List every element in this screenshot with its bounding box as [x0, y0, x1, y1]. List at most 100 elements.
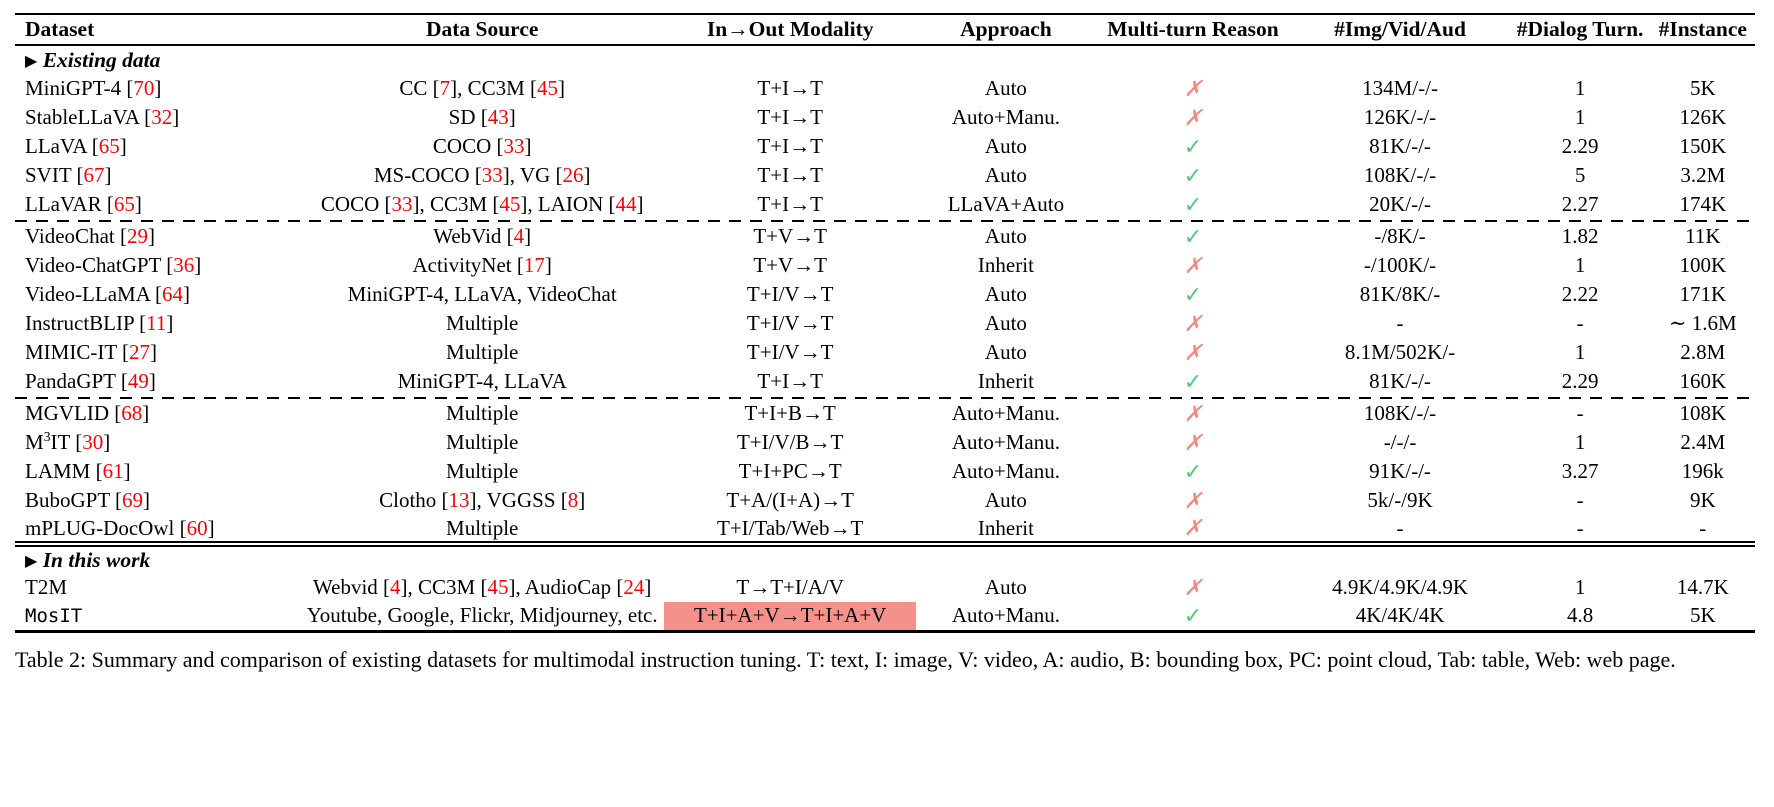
citation-number: 67 [83, 163, 105, 187]
table-row: PandaGPT [49] MiniGPT-4, LLaVA T+I→T Inheri… [15, 367, 1755, 396]
check-icon: ✓ [1183, 368, 1203, 394]
cross-icon: ✗ [1183, 574, 1203, 600]
multiturn-cell: ✓ [1096, 132, 1291, 161]
check-icon: ✓ [1183, 133, 1203, 159]
imgvidaud-cell: -/8K/- [1374, 224, 1426, 248]
modality-cell: T→T+I/A/V [736, 575, 844, 599]
cross-icon: ✗ [1183, 310, 1203, 336]
multiturn-cell: ✓ [1096, 457, 1291, 486]
cross-icon: ✗ [1183, 429, 1203, 455]
imgvidaud-cell: 5k/-/9K [1367, 488, 1433, 512]
dialogturn-cell: - [1576, 488, 1584, 512]
check-icon: ✓ [1183, 458, 1203, 484]
instance-cell: 9K [1689, 488, 1716, 512]
dataset-cell: T2M [25, 575, 67, 599]
dialogturn-cell: 2.29 [1561, 369, 1599, 393]
modality-cell: T+I→T [757, 76, 823, 100]
source-cell: Multiple [446, 515, 519, 540]
approach-cell: Auto [984, 163, 1027, 187]
source-cell: Multiple [446, 430, 519, 454]
approach-cell: Auto [984, 340, 1027, 364]
section-row: ▶ In this work [15, 541, 1755, 573]
check-icon: ✓ [1183, 191, 1203, 217]
source-cell: WebVid [4] [433, 224, 532, 248]
approach-cell: Auto [984, 134, 1027, 158]
dialogturn-cell: 2.29 [1561, 134, 1599, 158]
instance-cell: ∼ 1.6M [1668, 311, 1737, 335]
approach-cell: Auto [984, 76, 1027, 100]
section-marker-icon: ▶ [25, 52, 38, 70]
citation-number: 11 [146, 311, 167, 335]
imgvidaud-cell: - [1396, 515, 1404, 540]
multiturn-cell: ✓ [1096, 280, 1291, 309]
dataset-cell: Video-LLaMA [64] [25, 282, 190, 306]
multiturn-cell: ✗ [1096, 103, 1291, 132]
multiturn-cell: ✗ [1096, 74, 1291, 103]
dataset-cell: SVIT [67] [25, 163, 112, 187]
dataset-cell: MGVLID [68] [25, 401, 150, 425]
modality-cell: T+I/V→T [746, 311, 834, 335]
source-cell: Multiple [446, 459, 519, 483]
source-cell: Youtube, Google, Flickr, Midjourney, etc… [306, 603, 658, 628]
section-marker-icon: ▶ [25, 552, 38, 570]
modality-cell: T+I/V→T [746, 282, 834, 306]
dialogturn-cell: 5 [1574, 163, 1586, 187]
imgvidaud-cell: 20K/-/- [1369, 192, 1431, 216]
imgvidaud-cell: 8.1M/502K/- [1344, 340, 1456, 364]
source-cell: COCO [33] [432, 134, 532, 158]
citation-number: 44 [615, 192, 637, 216]
section-label: ▶ In this work [15, 541, 1755, 573]
imgvidaud-cell: 81K/-/- [1369, 134, 1431, 158]
table-row: VideoChat [29] WebVid [4] T+V→T Auto ✓ -/8K/-… [15, 222, 1755, 251]
dialogturn-cell: 1 [1574, 575, 1586, 599]
imgvidaud-cell: -/-/- [1383, 430, 1417, 454]
citation-number: 26 [562, 163, 584, 187]
citation-number: 65 [98, 134, 120, 158]
dataset-cell: StableLLaVA [32] [25, 105, 180, 129]
approach-cell: Inherit [977, 515, 1034, 540]
cross-icon: ✗ [1183, 252, 1203, 278]
table-row: SVIT [67] MS-COCO [33], VG [26] T+I→T Auto ✓… [15, 161, 1755, 190]
citation-number: 32 [151, 105, 173, 129]
instance-cell: 3.2M [1680, 163, 1726, 187]
citation-number: 65 [113, 192, 135, 216]
source-cell: CC [7], CC3M [45] [399, 76, 566, 100]
dataset-cell: InstructBLIP [11] [25, 311, 174, 335]
check-icon: ✓ [1183, 162, 1203, 188]
instance-cell: 5K [1689, 76, 1716, 100]
table-row: LLaVA [65] COCO [33] T+I→T Auto ✓ 81K/-/- 2.29… [15, 132, 1755, 161]
instance-cell: 174K [1679, 192, 1727, 216]
citation-number: 33 [481, 163, 503, 187]
modality-cell: T+I→T [757, 105, 823, 129]
column-header: Data Source [300, 14, 665, 46]
citation-number: 27 [129, 340, 151, 364]
citation-number: 45 [537, 76, 559, 100]
citation-number: 45 [487, 575, 509, 599]
table-caption: Table 2: Summary and comparison of exist… [15, 646, 1676, 672]
citation-number: 69 [122, 488, 144, 512]
table-row: MGVLID [68] Multiple T+I+B→T Auto+Manu. ✗ 108… [15, 399, 1755, 428]
multiturn-cell: ✗ [1096, 338, 1291, 367]
dataset-cell: LLaVAR [65] [25, 192, 142, 216]
modality-cell: T+I/V→T [746, 340, 834, 364]
instance-cell: 11K [1685, 224, 1721, 248]
approach-cell: Auto [984, 575, 1027, 599]
imgvidaud-cell: 108K/-/- [1363, 163, 1437, 187]
citation-number: 4 [513, 224, 525, 248]
citation-number: 61 [102, 459, 124, 483]
multiturn-cell: ✗ [1096, 309, 1291, 338]
table-body: ▶ Existing data MiniGPT-4 [70] CC [7], CC3… [15, 45, 1755, 631]
dataset-cell: MIMIC-IT [27] [25, 340, 158, 364]
section-row: ▶ Existing data [15, 45, 1755, 74]
column-header: In→Out Modality [664, 14, 917, 46]
column-header: #Dialog Turn. [1509, 14, 1651, 46]
instance-cell: 196k [1681, 459, 1724, 483]
approach-cell: Auto [984, 224, 1027, 248]
table-row: MiniGPT-4 [70] CC [7], CC3M [45] T+I→T Auto… [15, 74, 1755, 103]
table-row: BuboGPT [69] Clotho [13], VGGSS [8] T+A/(I… [15, 486, 1755, 515]
dataset-cell: mPLUG-DocOwl [60] [25, 515, 215, 540]
table-row: MosIT Youtube, Google, Flickr, Midjourney… [15, 602, 1755, 631]
instance-cell: 5K [1689, 603, 1716, 628]
citation-number: 7 [439, 76, 451, 100]
citation-number: 33 [391, 192, 413, 216]
